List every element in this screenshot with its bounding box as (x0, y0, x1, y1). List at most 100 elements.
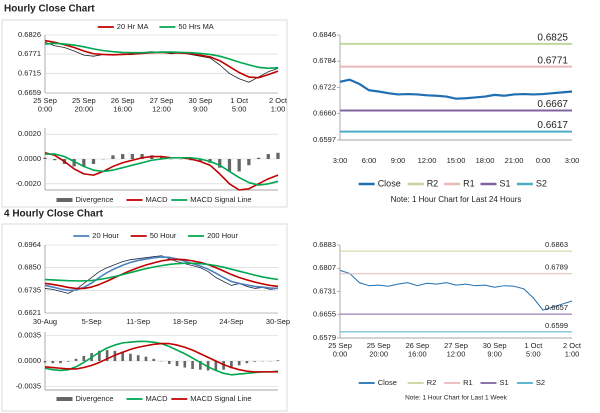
divergence-bar (159, 156, 164, 159)
y-tick-label: 0.6621 (18, 308, 41, 317)
level-label: 0.6825 (537, 32, 568, 43)
x-tick-label: 27 Sep 12:00 (150, 96, 174, 114)
y-tick-label: 0.0035 (18, 331, 41, 340)
x-tick-label: 3:00 (565, 156, 580, 165)
y-tick-label: 0.6715 (18, 69, 41, 78)
divergence-bar (183, 361, 187, 368)
x-tick-label: 9:00 (391, 156, 406, 165)
y-tick-label: 0.6731 (313, 286, 336, 295)
legend-swatch (56, 198, 73, 202)
divergence-bar (121, 351, 124, 361)
x-tick-label: 12:00 (418, 156, 437, 165)
legend-label: S2 (536, 178, 547, 188)
divergence-bar (167, 361, 171, 364)
divergence-bar (130, 154, 135, 159)
divergence-bar (121, 154, 125, 159)
x-tick-label: 26 Sep 16:00 (405, 341, 429, 359)
chart-note: Note: 1 Hour Chart for Last 1 Week (405, 395, 508, 402)
legend-label: R2 (427, 178, 439, 188)
legend-label: Divergence (76, 195, 114, 204)
divergence-bar (218, 159, 222, 168)
divergence-bar (51, 361, 55, 364)
legend-label: 50 Hour (150, 231, 177, 240)
divergence-bar (111, 155, 115, 159)
x-tick-label: 6:00 (362, 156, 377, 165)
y-tick-label: 0.6826 (18, 30, 41, 39)
legend-label: Close (378, 178, 401, 188)
y-tick-label: 0.6722 (313, 82, 336, 91)
legend-label: S1 (500, 378, 509, 387)
x-tick-label: 30 Sep 9:00 (483, 341, 507, 359)
divergence-bar (152, 358, 156, 361)
series-line (339, 78, 573, 100)
y-tick-label: 0.6659 (18, 88, 41, 97)
y-tick-label: 0.6807 (313, 263, 336, 272)
legend-label: S1 (500, 178, 511, 188)
x-tick-label: 2 Oct 1:00 (269, 96, 288, 114)
divergence-bar (199, 361, 202, 370)
panel-frame (1, 19, 288, 208)
divergence-bar (105, 350, 109, 361)
y-tick-label: -0.0035 (16, 381, 41, 390)
x-tick-label: 25 Sep 20:00 (72, 96, 96, 114)
legend-label: R2 (427, 378, 437, 387)
series-line (339, 269, 573, 311)
x-tick-label: 1 Oct 5:00 (524, 341, 543, 359)
y-tick-label: 0.6771 (18, 49, 41, 58)
legend-label: Divergence (76, 394, 114, 403)
divergence-bar (43, 157, 47, 159)
x-tick-label: 25 Sep 0:00 (328, 341, 352, 359)
divergence-bar (74, 358, 78, 361)
divergence-bar (82, 159, 86, 167)
level-label: 0.6863 (545, 240, 568, 249)
x-tick-label: 5-Sep (82, 317, 102, 326)
divergence-bar (276, 360, 280, 361)
divergence-bar (247, 159, 251, 166)
x-tick-label: 3:00 (333, 156, 348, 165)
level-label: 0.6789 (545, 263, 568, 272)
divergence-bar (266, 154, 270, 159)
y-tick-label: 0.0000 (18, 356, 41, 365)
divergence-bar (237, 361, 241, 366)
x-tick-label: 30-Sep (266, 317, 290, 326)
legend-label: R1 (463, 178, 475, 188)
level-label: 0.6617 (537, 120, 568, 131)
series-line (44, 152, 279, 191)
legend-label: MACD Signal Line (190, 195, 251, 204)
series-line (44, 42, 279, 70)
x-tick-label: 11-Sep (126, 317, 150, 326)
divergence-bar (66, 361, 70, 362)
divergence-bar (256, 157, 261, 159)
legend-label: MACD Signal Line (190, 394, 251, 403)
x-tick-label: 18:00 (476, 156, 495, 165)
x-tick-label: 30-Aug (33, 317, 57, 326)
legend-label: 200 Hour (207, 231, 238, 240)
y-tick-label: 0.0020 (18, 129, 41, 138)
divergence-bar (53, 159, 57, 161)
divergence-bar (198, 159, 202, 162)
x-tick-label: 25 Sep 20:00 (367, 341, 391, 359)
legend-swatch (56, 397, 73, 401)
legend-label: R1 (463, 378, 473, 387)
series-line (44, 342, 278, 373)
legend-label: MACD (146, 195, 169, 204)
divergence-bar (59, 361, 62, 364)
y-tick-label: 0.6784 (313, 56, 336, 65)
divergence-bar (140, 154, 144, 159)
divergence-bar (237, 159, 241, 172)
x-tick-label: 25 Sep 0:00 (33, 96, 57, 114)
divergence-bar (82, 355, 86, 361)
level-label: 0.6771 (537, 55, 568, 66)
divergence-bar (230, 361, 233, 369)
legend-label: Close (378, 378, 397, 387)
legend-label: 50 Hrs MA (178, 22, 213, 31)
chart-note: Note: 1 Hour Chart for Last 24 Hours (391, 195, 522, 204)
level-label: 0.6599 (545, 321, 568, 330)
divergence-bar (72, 159, 76, 167)
divergence-bar (245, 361, 249, 364)
divergence-bar (206, 361, 210, 371)
divergence-bar (98, 350, 101, 361)
section-heading: 4 Hourly Close Chart (4, 209, 104, 220)
